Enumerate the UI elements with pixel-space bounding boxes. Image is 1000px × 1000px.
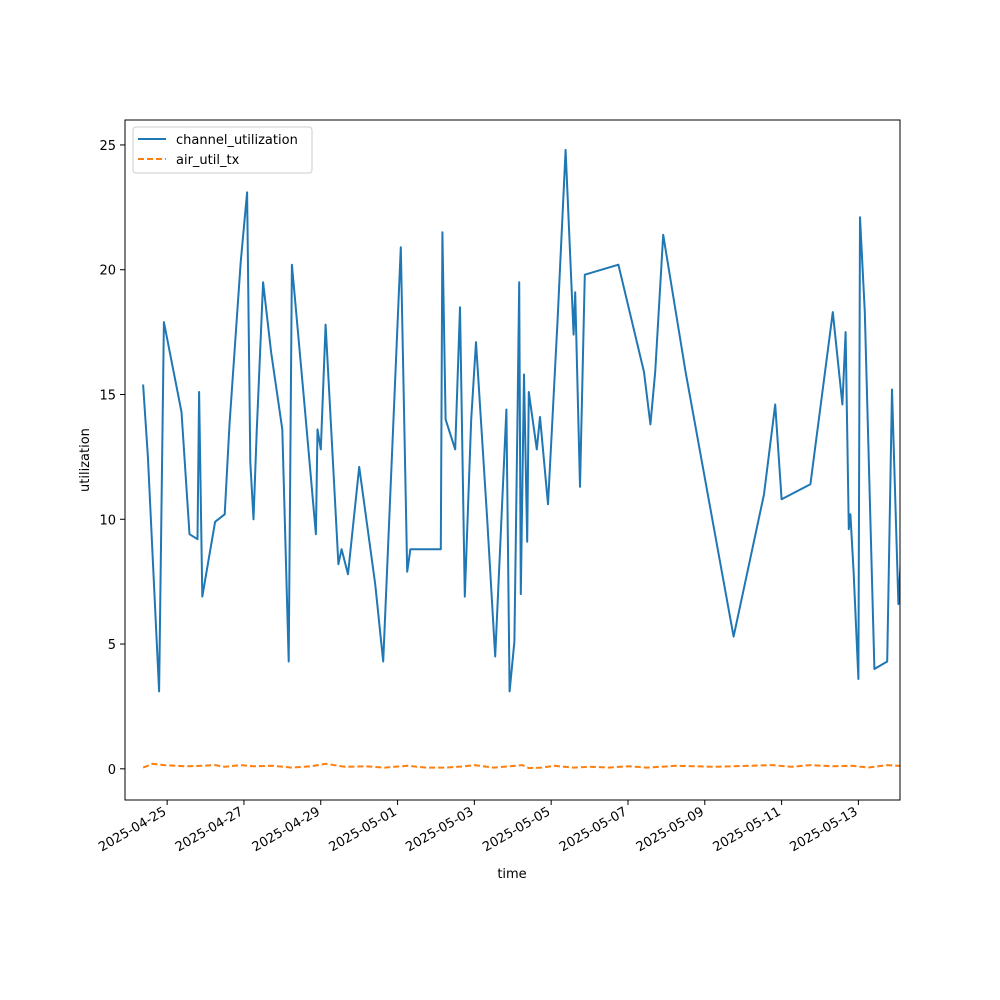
y-tick-label: 15 bbox=[99, 388, 116, 403]
y-axis-label: utilization bbox=[78, 428, 93, 492]
legend-label-channel-utilization: channel_utilization bbox=[176, 133, 298, 148]
series-line-air-util-tx bbox=[142, 762, 900, 770]
y-axis: 0 5 10 15 20 25 bbox=[99, 139, 125, 778]
legend-box bbox=[132, 126, 313, 174]
y-tick-label: 20 bbox=[99, 264, 116, 279]
y-tick-label: 0 bbox=[108, 763, 116, 778]
y-tick-label: 5 bbox=[108, 638, 116, 653]
series-line-channel-utilization bbox=[142, 148, 900, 693]
y-tick-label: 10 bbox=[99, 513, 116, 528]
series-layer bbox=[142, 148, 900, 770]
legend-label-air-util-tx: air_util_tx bbox=[176, 153, 240, 168]
legend: channel_utilization air_util_tx bbox=[132, 126, 313, 174]
axes-frame bbox=[124, 119, 901, 801]
plot-area bbox=[124, 119, 901, 801]
x-axis-label: time bbox=[497, 867, 526, 882]
y-tick-label: 25 bbox=[99, 139, 116, 154]
